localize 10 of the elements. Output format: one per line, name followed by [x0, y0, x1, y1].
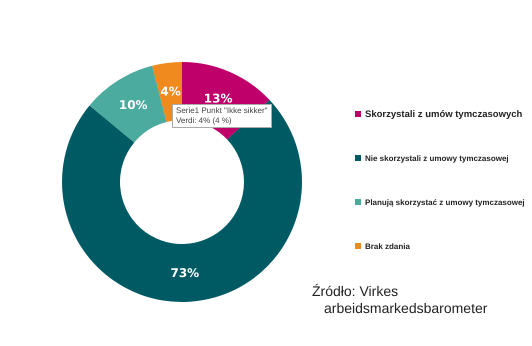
data-label: 13%: [204, 91, 233, 106]
legend-label: Brak zdania: [364, 240, 411, 252]
data-label: 10%: [118, 98, 148, 112]
legend-label: Nie skorzystali z umowy tymczasowej: [364, 152, 510, 165]
legend-label: Planują skorzystać z umowy tymczasowej: [364, 196, 526, 209]
data-label: 73%: [170, 266, 200, 280]
text: Źródło: Virkes arbeidsmarkedsbarometer: [312, 283, 488, 317]
legend-label: Skorzystali z umów tymczasowych: [364, 108, 524, 122]
data-label: 4%: [160, 84, 181, 99]
text: Serie1 Punkt "Ikke sikker" Verdi: 4% (4 %): [172, 104, 272, 128]
